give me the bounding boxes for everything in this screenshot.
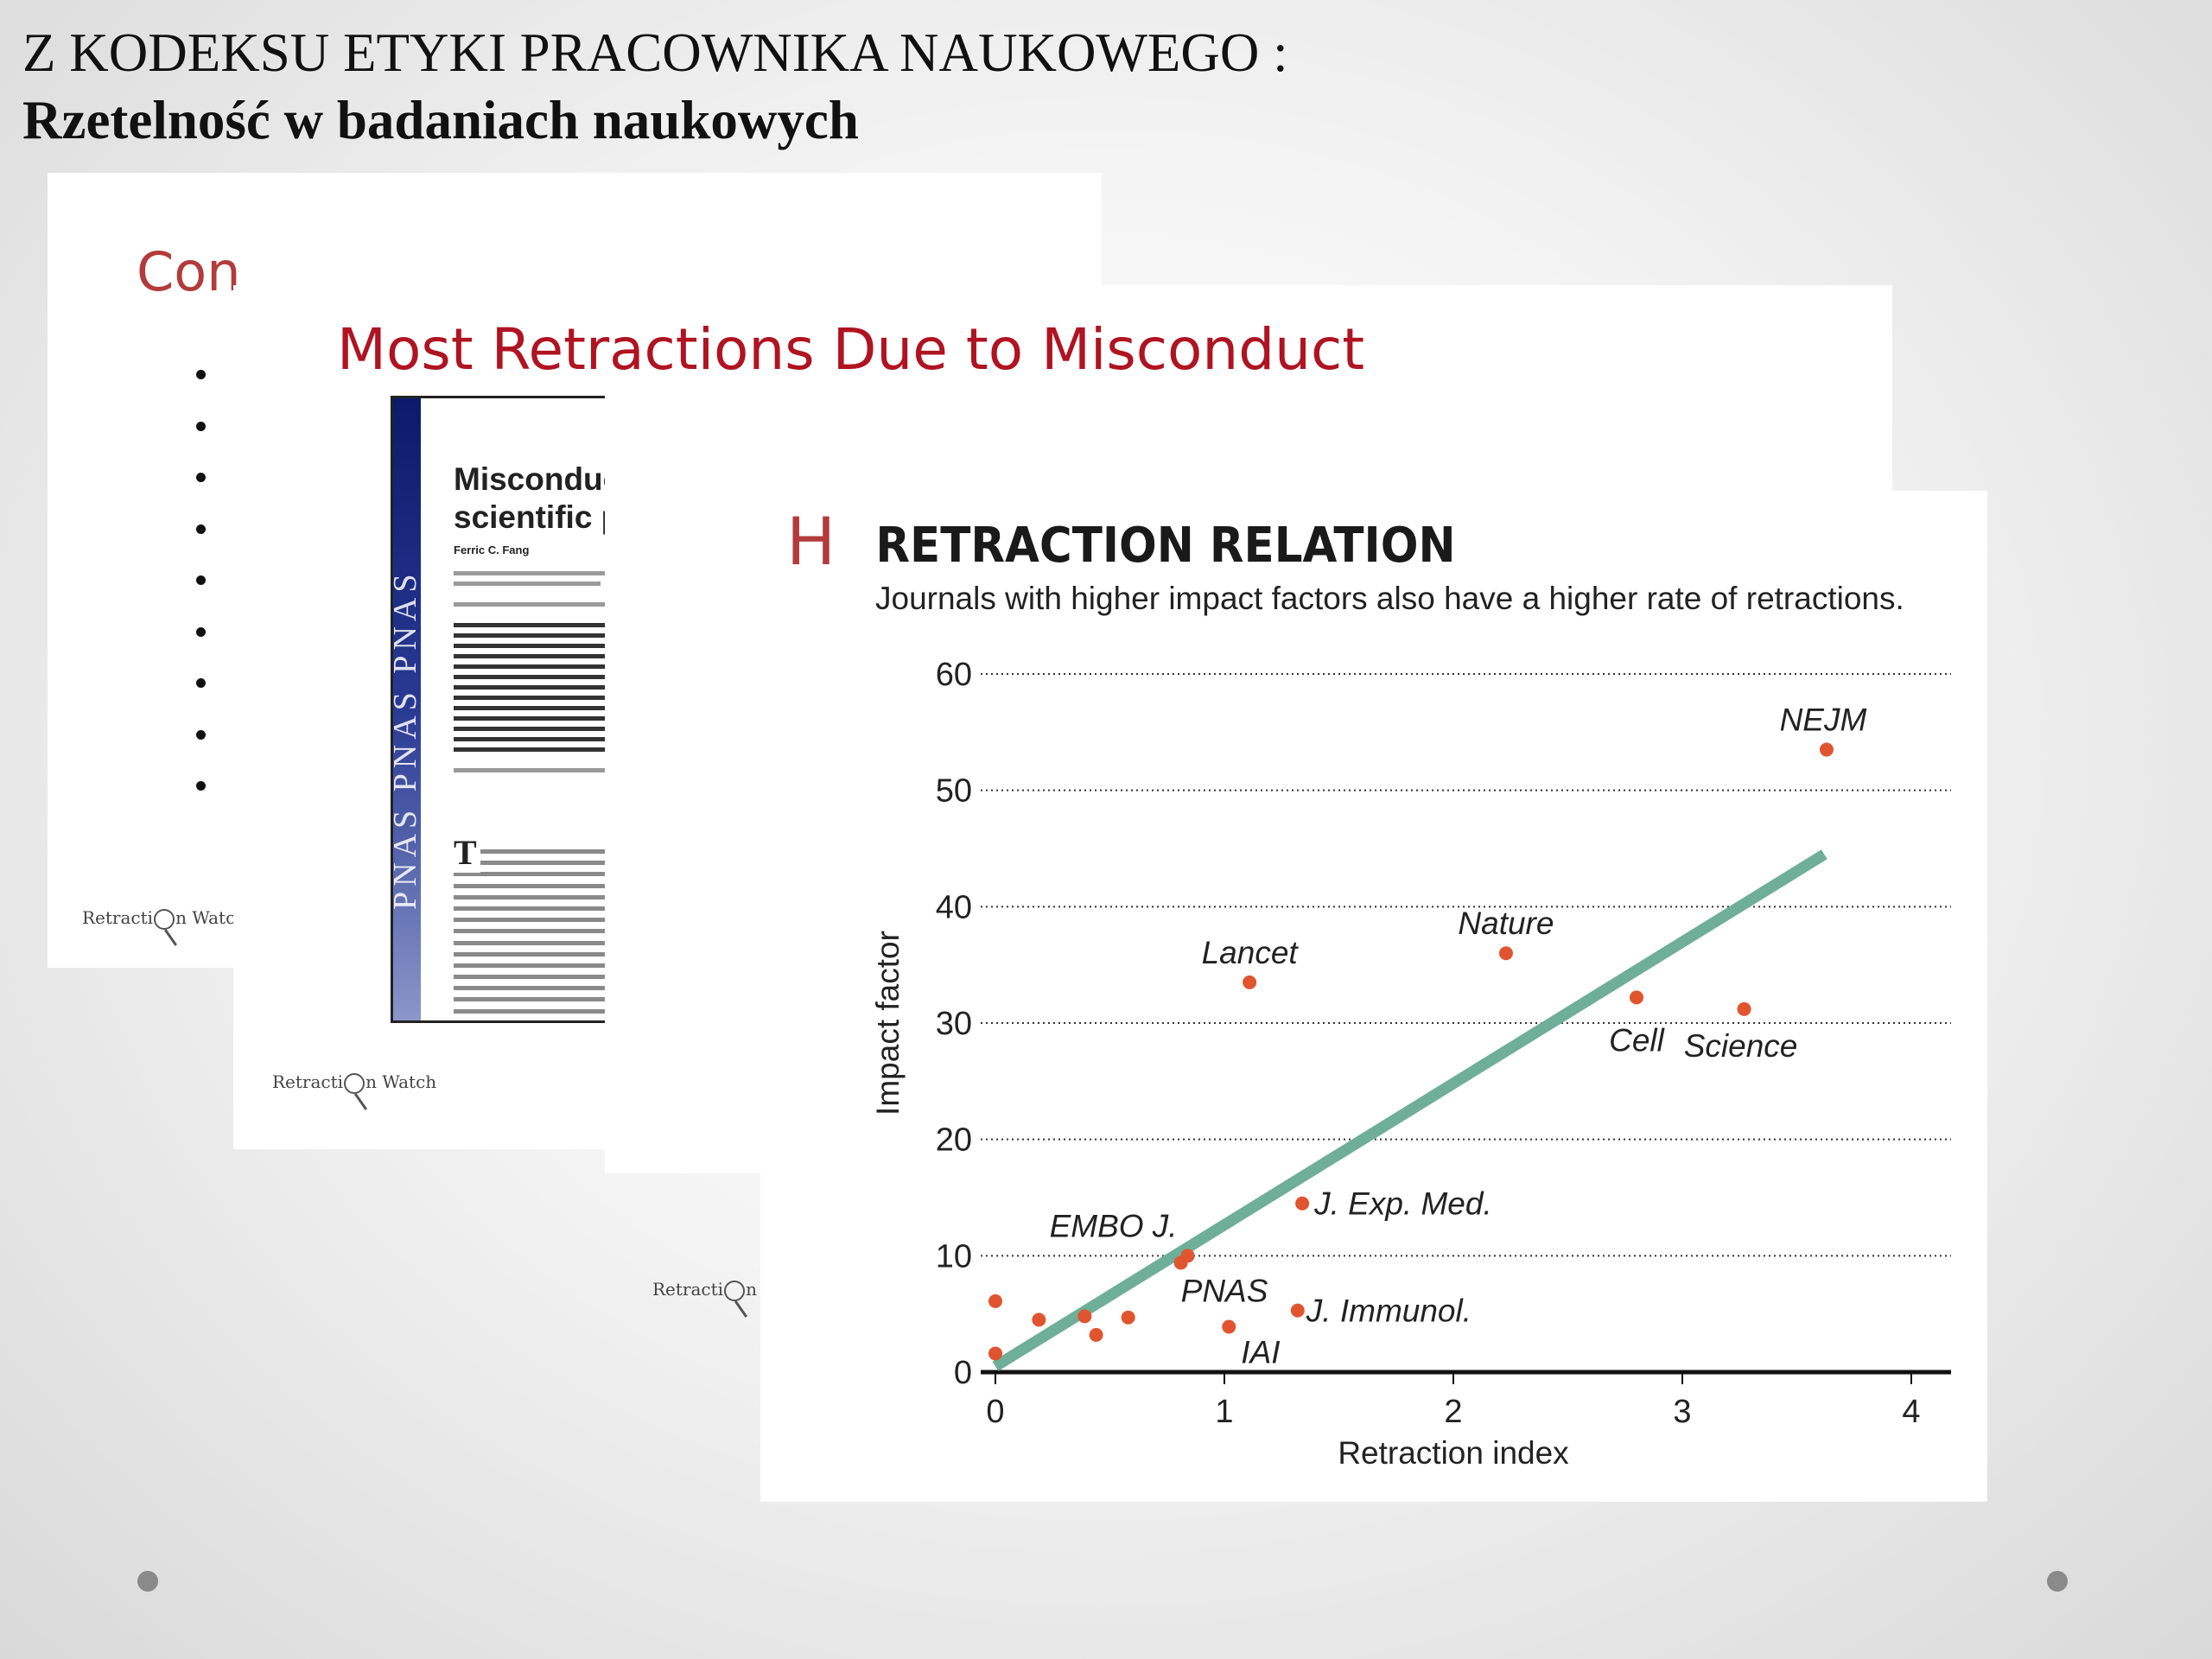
data-point — [1819, 742, 1834, 757]
paper-authors: Ferric C. Fang — [454, 543, 530, 556]
data-label: Nature — [1458, 906, 1554, 941]
slide-dot-right — [2047, 1571, 2068, 1592]
logo-text-part1: Retracti — [272, 1071, 344, 1092]
retraction-watch-logo: Retracti n Watch — [272, 1071, 436, 1094]
logo-text-part1: Retracti — [82, 907, 154, 928]
data-point — [1222, 1319, 1236, 1334]
x-axis-title: Retraction index — [1338, 1435, 1569, 1471]
paper-title-line2: scientific pu — [454, 499, 613, 535]
data-point — [1032, 1313, 1046, 1327]
bullet-point — [196, 626, 206, 637]
paper-abstract — [454, 571, 613, 779]
logo-text-part2: n Watch — [365, 1071, 437, 1092]
bullet-point — [196, 524, 206, 534]
paper-spine: PNAS PNAS PNAS — [391, 398, 423, 1020]
x-tick-label: 4 — [1902, 1394, 1920, 1430]
slide-title-line2: Rzetelność w badaniach naukowych — [22, 90, 859, 151]
data-point — [1498, 946, 1513, 961]
x-tick-label: 0 — [986, 1394, 1004, 1430]
chart-subtitle: Journals with higher impact factors also… — [875, 581, 1904, 616]
trend-line — [992, 849, 1827, 1371]
data-point — [1243, 975, 1257, 989]
data-point — [1290, 1303, 1305, 1318]
data-label: J. Immunol. — [1306, 1294, 1471, 1329]
bullet-point — [196, 370, 206, 379]
data-point — [988, 1294, 1002, 1308]
logo-text-part1: Retracti — [652, 1279, 724, 1300]
data-point — [1295, 1196, 1310, 1211]
data-label: J. Exp. Med. — [1313, 1186, 1492, 1222]
paper-title: Misconduct scientific pu — [454, 461, 613, 537]
data-label: Cell — [1609, 1022, 1666, 1058]
back-slide-bullets — [196, 370, 206, 833]
retraction-chart: RETRACTION RELATION Journals with higher … — [870, 517, 1951, 1471]
bullet-point — [196, 678, 206, 688]
chart-title: RETRACTION RELATION — [875, 517, 1455, 574]
magnifier-icon — [724, 1280, 746, 1301]
data-label: PNAS — [1181, 1273, 1268, 1308]
mid-slide-heading: Most Retractions Due to Misconduct — [337, 316, 1365, 383]
data-point — [988, 1346, 1002, 1361]
slide-dot-left — [137, 1571, 158, 1592]
data-point — [1737, 1001, 1751, 1016]
data-point — [1630, 990, 1643, 1005]
y-tick-label: 10 — [936, 1238, 972, 1274]
y-tick-label: 60 — [936, 657, 972, 693]
x-tick-label: 3 — [1673, 1394, 1691, 1430]
data-label: Science — [1684, 1028, 1798, 1064]
bullet-point — [196, 729, 206, 740]
x-tick-label: 1 — [1215, 1394, 1233, 1430]
data-label: NEJM — [1780, 702, 1867, 738]
magnifier-icon — [154, 908, 175, 930]
panel-letter: H — [786, 503, 836, 580]
bullet-point — [196, 421, 206, 431]
paper-dropcap: T — [454, 832, 480, 873]
data-point — [1089, 1327, 1103, 1342]
slide-title-line1: Z KODEKSU ETYKI PRACOWNIKA NAUKOWEGO : — [22, 22, 1288, 83]
data-point — [1121, 1310, 1135, 1325]
y-tick-label: 20 — [936, 1122, 972, 1159]
pnas-paper-thumbnail: PNAS PNAS PNAS Misconduct scientific pu … — [391, 396, 613, 1023]
y-axis-title: Impact factor — [870, 931, 906, 1116]
pnas-spine-text: PNAS PNAS PNAS — [391, 569, 423, 910]
data-point — [1077, 1309, 1092, 1324]
y-tick-label: 0 — [954, 1355, 972, 1391]
y-tick-label: 50 — [936, 773, 972, 810]
bullet-point — [196, 575, 206, 585]
data-label: Lancet — [1202, 935, 1300, 970]
bullet-point — [196, 781, 206, 791]
y-tick-label: 40 — [936, 889, 972, 925]
y-tick-label: 30 — [936, 1006, 972, 1042]
bullet-point — [196, 473, 206, 482]
data-label: IAI — [1241, 1334, 1280, 1370]
data-label: EMBO J. — [1050, 1208, 1178, 1243]
back-slide-heading: Con — [137, 240, 241, 303]
chart-panel: RETRACTION RELATION Journals with higher … — [760, 491, 1987, 1502]
slide-title: Z KODEKSU ETYKI PRACOWNIKA NAUKOWEGO : R… — [22, 19, 1288, 154]
magnifier-icon — [344, 1072, 365, 1094]
paper-body-text — [454, 849, 613, 1020]
paper-title-line1: Misconduct — [454, 461, 613, 497]
x-tick-label: 2 — [1444, 1394, 1462, 1430]
data-point — [1173, 1255, 1188, 1270]
